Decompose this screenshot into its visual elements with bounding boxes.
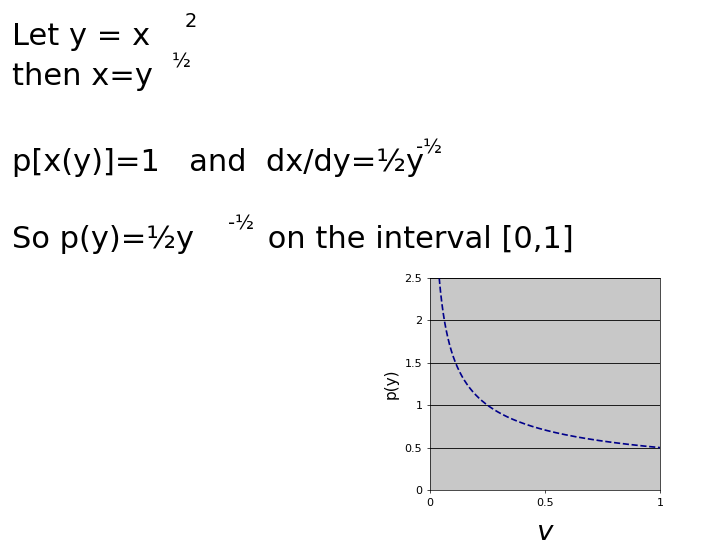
Text: p[x(y)]=1   and  dx/dy=½y: p[x(y)]=1 and dx/dy=½y <box>12 148 424 177</box>
Text: Let y = x: Let y = x <box>12 22 150 51</box>
X-axis label: y: y <box>537 519 553 540</box>
Text: ½: ½ <box>172 52 191 71</box>
Text: 2: 2 <box>185 12 197 31</box>
Text: So p(y)=½y: So p(y)=½y <box>12 225 194 254</box>
Text: -½: -½ <box>416 138 442 157</box>
Text: -½: -½ <box>228 215 254 234</box>
Text: then x=y: then x=y <box>12 62 153 91</box>
Text: on the interval [0,1]: on the interval [0,1] <box>258 225 574 254</box>
Y-axis label: p(y): p(y) <box>384 369 399 399</box>
